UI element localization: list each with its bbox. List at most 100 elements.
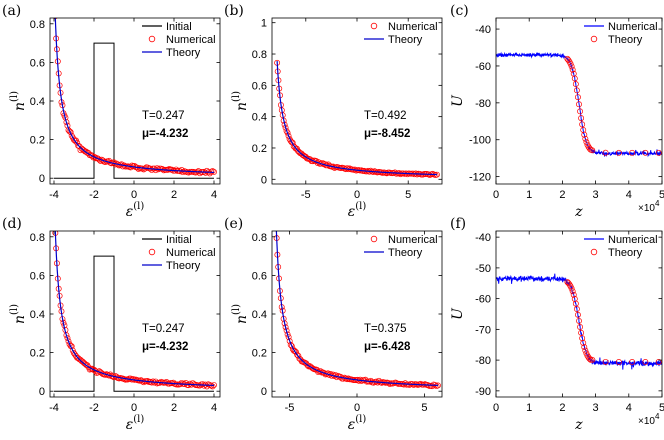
numerical-point <box>406 381 413 388</box>
panel-d: -4 -2 0 2 400.20.40.60.8(d)ε(l)n(l)InitialNu… <box>2 210 221 433</box>
numerical-point <box>397 171 404 178</box>
y-tick-label: -80 <box>475 98 491 110</box>
plot-area <box>496 273 662 370</box>
theory-point <box>573 87 580 94</box>
panel-label: (d) <box>2 216 22 232</box>
y-tick-label: 0.4 <box>30 309 45 321</box>
x-tick-label: 2 <box>559 402 565 414</box>
theory-point <box>565 280 572 287</box>
theory-point <box>576 317 582 324</box>
y-axis-label-main: U <box>450 94 466 107</box>
y-tick-label: -70 <box>475 324 491 336</box>
x-multiplier: ×104 <box>638 412 660 427</box>
x-axis-label-main: ε <box>126 204 134 220</box>
theory-line <box>275 231 438 386</box>
y-tick-label: 0 <box>39 386 45 398</box>
x-axis-label-main: ε <box>126 417 134 433</box>
theory-point <box>569 288 576 295</box>
panel-a: -4 -2 0 2 400.20.40.60.8(a)ε(l)n(l)InitialNu… <box>2 3 221 220</box>
theory-point <box>579 121 586 128</box>
x-axis-label-main: z <box>574 204 583 220</box>
theory-point <box>655 359 662 365</box>
legend-item-numerical: Numerical <box>584 234 658 246</box>
theory-point <box>581 131 588 138</box>
theory-point <box>587 356 594 363</box>
x-axis-label: ε(l) <box>348 201 367 220</box>
legend-item-theory: Theory <box>142 47 201 59</box>
theory-point <box>569 66 576 73</box>
legend-label: Theory <box>166 47 201 59</box>
x-axis-label-sup: (l) <box>133 414 144 425</box>
panel-label: (e) <box>224 216 243 232</box>
panel-c: 0 1 2 3 4 5-120-100-80-60-40(c)zU×104Numerica… <box>450 3 664 220</box>
x-tick-label: 0 <box>354 189 360 201</box>
initial-line <box>54 42 214 179</box>
numerical-point <box>202 169 209 176</box>
legend-circle-swatch <box>370 235 378 243</box>
y-tick-label: -120 <box>469 172 491 184</box>
theory-point <box>615 149 622 156</box>
numerical-point <box>209 168 216 175</box>
x-axis-label-sup: (l) <box>355 201 366 212</box>
theory-point <box>574 94 581 101</box>
numerical-point <box>286 338 293 345</box>
legend-label: Numerical <box>166 247 216 259</box>
legend-circle-swatch <box>370 22 378 30</box>
x-tick-label: -4 <box>49 402 59 414</box>
x-axis-label: ε(l) <box>126 414 145 433</box>
legend-label: Theory <box>388 247 423 259</box>
y-tick-label: 1 <box>261 18 267 30</box>
annotation: μ=-6.428 <box>364 341 411 353</box>
x-axis-label-main: ε <box>348 417 356 433</box>
numerical-point <box>370 379 377 386</box>
numerical-point <box>417 380 424 387</box>
y-axis-label: U <box>450 94 466 107</box>
y-axis-label: U <box>450 307 466 320</box>
theory-point <box>602 358 609 365</box>
numerical-point <box>426 172 433 178</box>
legend-item-numerical: Numerical <box>148 34 216 46</box>
numerical-point <box>64 335 71 341</box>
legend-item-theory: Theory <box>590 34 643 46</box>
x-tick-label: 5 <box>659 402 664 414</box>
x-multiplier-exp: 4 <box>655 412 660 421</box>
panel-label: (a) <box>2 3 21 19</box>
theory-point <box>578 329 585 336</box>
legend-label: Numerical <box>608 234 658 246</box>
x-axis-label-main: ε <box>348 204 356 220</box>
theory-point <box>576 101 582 108</box>
legend-label: Theory <box>388 34 423 46</box>
theory-point <box>572 81 579 88</box>
x-tick-label: -5 <box>301 189 311 201</box>
x-tick-label: 2 <box>559 189 565 201</box>
theory-point <box>589 147 596 154</box>
y-tick-label: 0.8 <box>252 49 267 61</box>
numerical-point <box>185 169 192 176</box>
panel-f: 0 1 2 3 4 5-90-80-70-60-50-40(f)zU×104Numeric… <box>450 216 664 433</box>
x-multiplier-base: ×10 <box>638 203 655 214</box>
initial-line <box>54 255 214 392</box>
y-tick-label: -40 <box>475 24 491 36</box>
plot-area <box>274 59 440 179</box>
y-tick-label: 0.8 <box>30 232 45 244</box>
theory-point <box>655 149 662 156</box>
numerical-point <box>52 210 57 215</box>
numerical-point <box>285 132 292 139</box>
panel-b: -5 0 500.20.40.60.81(b)ε(l)n(l)NumericalTh… <box>224 3 443 220</box>
x-axis-label: ε(l) <box>126 201 145 220</box>
x-tick-label: 3 <box>593 189 599 201</box>
theory-point <box>629 149 636 156</box>
x-axis-label-main: z <box>574 417 583 433</box>
x-tick-label: 4 <box>626 189 632 201</box>
plot-area <box>52 210 217 392</box>
x-tick-label: 3 <box>593 402 599 414</box>
numerical-point <box>273 218 278 223</box>
x-tick-label: 0 <box>493 402 499 414</box>
legend-item-theory: Theory <box>590 247 643 259</box>
legend-item-theory: Theory <box>142 260 201 272</box>
numerical-point <box>289 346 296 353</box>
legend-label: Initial <box>166 234 192 246</box>
theory-point <box>578 115 585 122</box>
y-axis-label: n(l) <box>9 304 28 324</box>
theory-point <box>582 135 589 142</box>
